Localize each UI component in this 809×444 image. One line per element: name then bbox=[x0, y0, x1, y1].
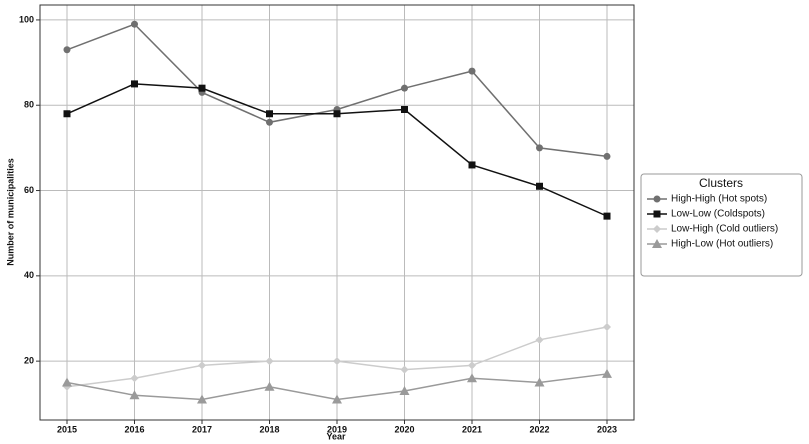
point bbox=[198, 84, 206, 92]
y-tick-label: 20 bbox=[24, 356, 34, 366]
point bbox=[63, 46, 71, 54]
point bbox=[333, 110, 341, 118]
legend-label: Low-Low (Coldspots) bbox=[671, 209, 765, 220]
x-tick-label: 2018 bbox=[259, 424, 279, 434]
legend-box bbox=[640, 173, 803, 277]
y-axis-label: Number of municipalities bbox=[5, 158, 15, 266]
x-tick-label: 2021 bbox=[462, 424, 482, 434]
point bbox=[332, 394, 342, 404]
y-tick-label: 60 bbox=[24, 185, 34, 195]
point bbox=[131, 80, 138, 88]
x-axis-label: Year bbox=[326, 431, 346, 441]
point bbox=[653, 210, 661, 218]
point bbox=[534, 377, 545, 387]
point bbox=[536, 182, 543, 190]
legend-label: High-Low (Hot outliers) bbox=[671, 239, 773, 250]
y-tick-label: 40 bbox=[24, 270, 34, 280]
point bbox=[401, 84, 408, 92]
point bbox=[400, 365, 409, 374]
point bbox=[130, 374, 139, 383]
x-tick-label: 2022 bbox=[529, 424, 549, 434]
point bbox=[653, 225, 661, 233]
point bbox=[653, 195, 661, 203]
x-tick-label: 2023 bbox=[597, 424, 617, 434]
point bbox=[197, 394, 207, 404]
point bbox=[333, 357, 341, 366]
point bbox=[536, 144, 543, 152]
legend-label: Low-High (Cold outliers) bbox=[671, 224, 778, 235]
x-tick-label: 2017 bbox=[192, 424, 212, 434]
point bbox=[535, 335, 544, 344]
legend-title: Clusters bbox=[699, 176, 743, 190]
point bbox=[652, 239, 662, 248]
y-tick-label: 80 bbox=[24, 100, 34, 110]
point bbox=[399, 385, 410, 395]
point bbox=[198, 361, 206, 370]
x-tick-label: 2019 bbox=[327, 424, 347, 434]
x-tick-label: 2020 bbox=[394, 424, 414, 434]
point bbox=[131, 20, 138, 28]
point bbox=[468, 67, 476, 75]
point bbox=[603, 323, 611, 332]
point bbox=[468, 361, 476, 370]
point bbox=[401, 105, 408, 113]
y-tick-label: 100 bbox=[19, 14, 34, 24]
point bbox=[265, 357, 274, 366]
x-tick-label: 2016 bbox=[124, 424, 144, 434]
point bbox=[129, 390, 140, 400]
point bbox=[603, 152, 611, 160]
point bbox=[603, 212, 611, 220]
point bbox=[602, 368, 612, 378]
plot-frame bbox=[39, 4, 635, 421]
legend-label: High-High (Hot spots) bbox=[671, 194, 767, 205]
point bbox=[467, 373, 477, 383]
point bbox=[266, 118, 273, 126]
point bbox=[266, 110, 273, 118]
point bbox=[468, 161, 476, 169]
point bbox=[62, 377, 72, 387]
point bbox=[264, 381, 275, 391]
point bbox=[63, 110, 71, 118]
x-tick-label: 2015 bbox=[57, 424, 77, 434]
